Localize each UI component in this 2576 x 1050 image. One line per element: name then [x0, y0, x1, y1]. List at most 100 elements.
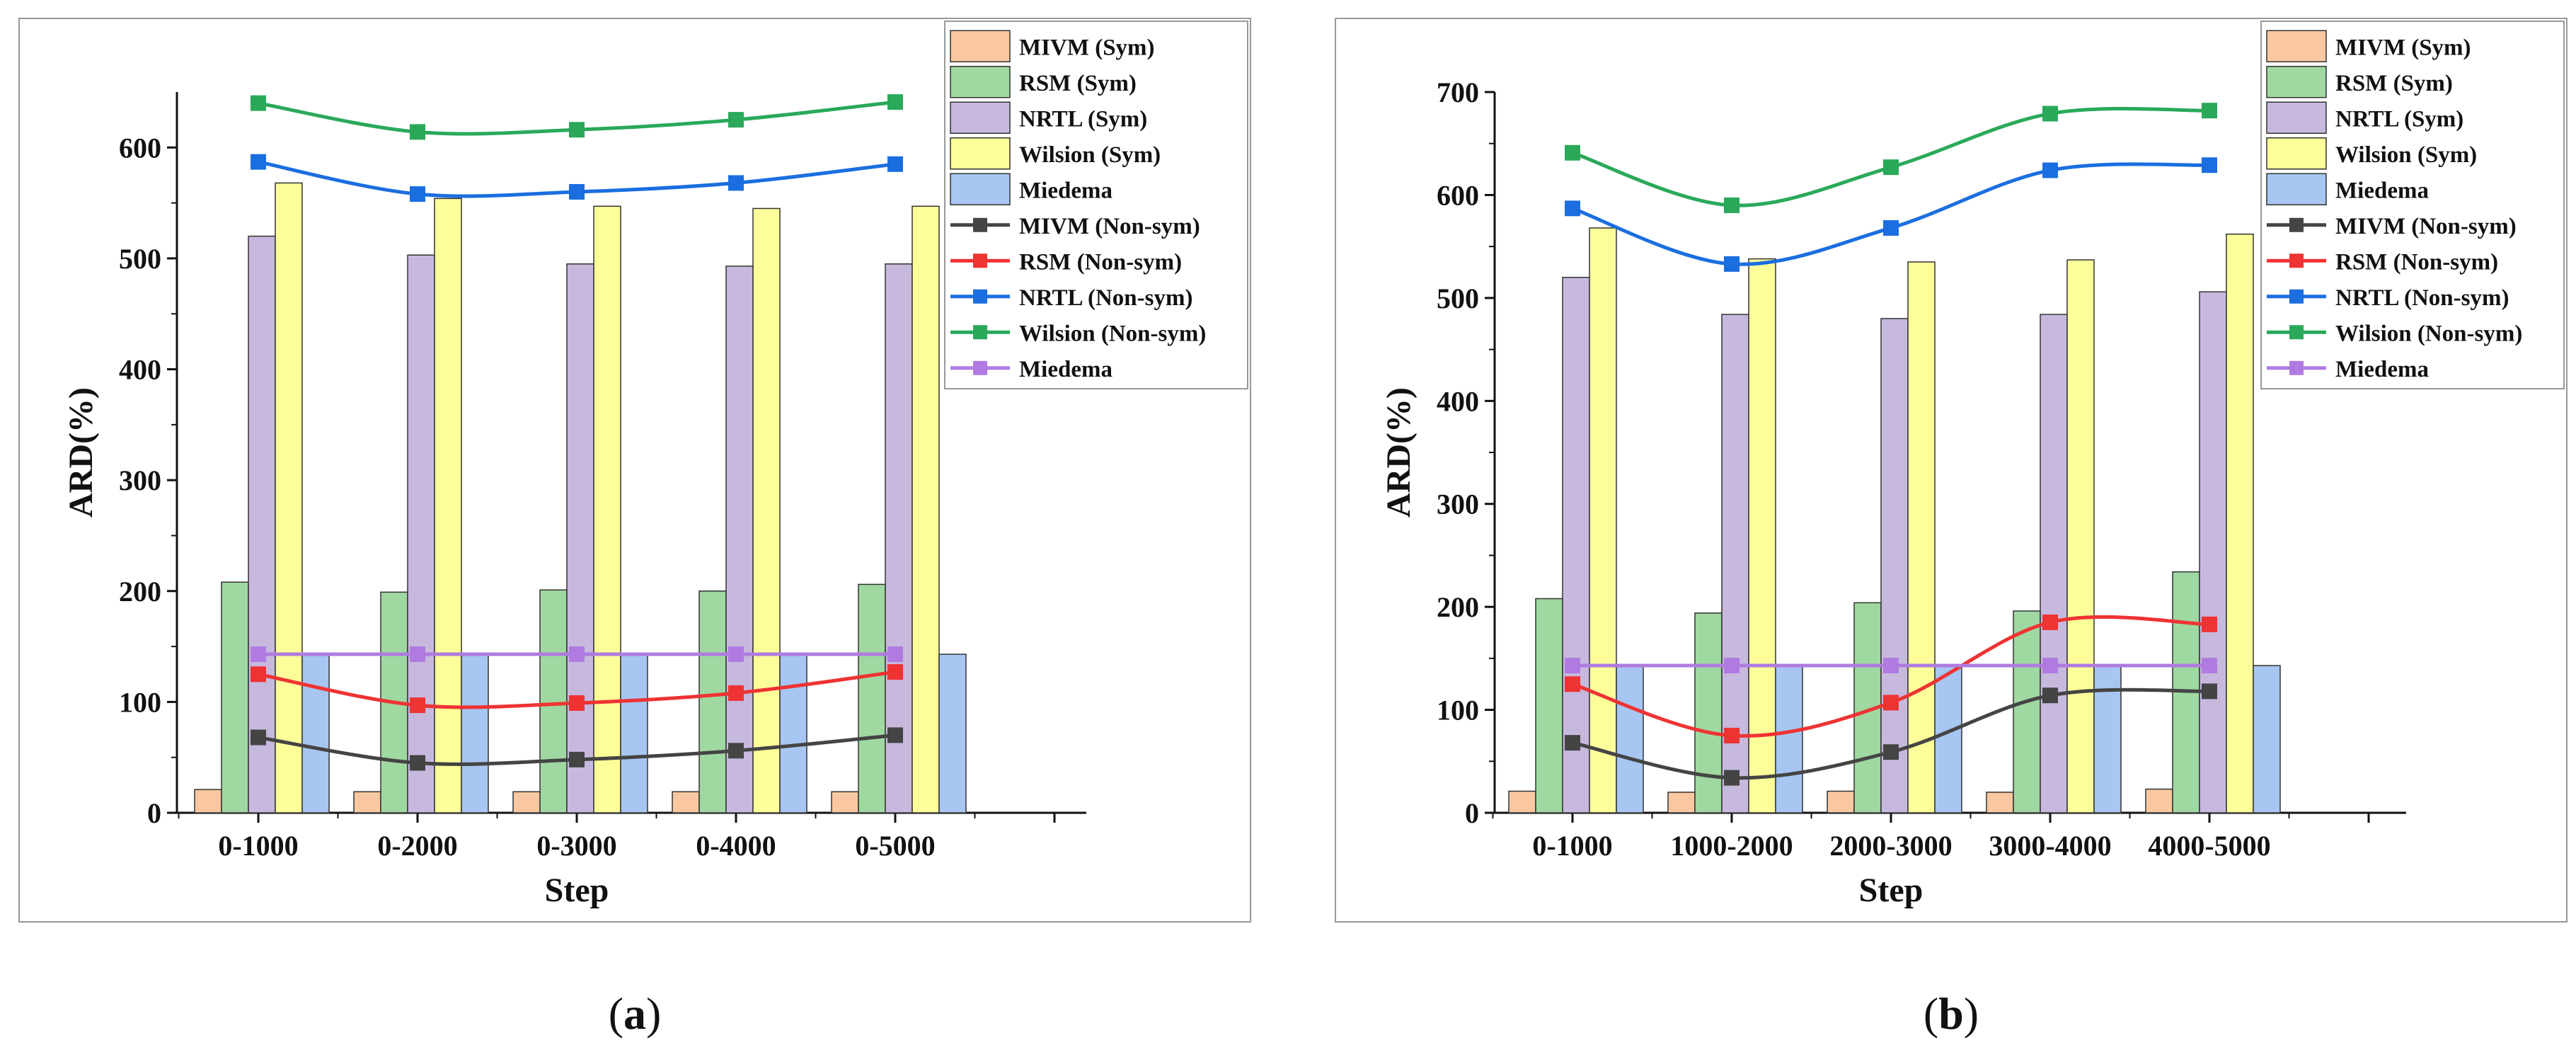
panel-a-frame: [18, 18, 1251, 923]
legend-swatch-miedema: [950, 173, 1011, 205]
legend-label: RSM (Non-sym): [1019, 249, 1182, 275]
point-nrtl-non-sym: [1565, 200, 1580, 217]
point-rsm-non-sym: [2042, 614, 2058, 630]
legend-marker-rsm-non-sym: [973, 253, 987, 268]
bar-mivm-sym: [512, 791, 541, 814]
legend-label: MIVM (Non-sym): [2335, 214, 2517, 239]
x-tick-label: 1000-2000: [1670, 830, 1793, 862]
point-wilsion-non-sym: [410, 124, 425, 140]
legend-label: NRTL (Sym): [1019, 106, 1147, 132]
point-mivm-non-sym: [1565, 735, 1580, 751]
point-mivm-non-sym: [251, 729, 266, 746]
panel-label: (b): [1924, 988, 1979, 1039]
bar-nrtl-sym: [407, 254, 435, 814]
bar-rsm-sym: [221, 581, 249, 814]
bar-wilsion-sym: [1589, 227, 1617, 814]
point-rsm-non-sym: [1724, 727, 1740, 743]
point-miedema: [569, 646, 585, 663]
bar-mivm-sym: [194, 789, 222, 814]
point-rsm-non-sym: [569, 695, 585, 711]
bar-nrtl-sym: [1880, 318, 1909, 814]
bar-wilsion-sym: [752, 207, 781, 814]
y-tick-label: 100: [119, 686, 161, 718]
y-axis-title: ARD(%): [62, 387, 100, 518]
point-miedema: [728, 646, 744, 663]
x-tick-label: 0-1000: [1532, 830, 1612, 862]
bar-nrtl-sym: [1562, 277, 1590, 814]
point-mivm-non-sym: [1883, 744, 1899, 760]
bar-miedema: [461, 654, 489, 814]
bar-nrtl-sym: [885, 263, 913, 814]
bar-miedema: [2253, 665, 2281, 814]
bar-nrtl-sym: [2040, 314, 2068, 814]
point-rsm-non-sym: [728, 685, 744, 701]
legend-label: Wilsion (Sym): [1019, 142, 1161, 168]
legend-label: Wilsion (Non-sym): [2335, 321, 2522, 346]
bar-mivm-sym: [1827, 790, 1855, 814]
bar-mivm-sym: [1667, 792, 1696, 814]
bar-wilsion-sym: [912, 205, 940, 814]
bar-wilsion-sym: [434, 198, 462, 814]
legend-marker-rsm-non-sym: [2289, 253, 2304, 268]
y-tick-label: 500: [1437, 283, 1479, 314]
legend-marker-mivm-non-sym: [2289, 217, 2304, 232]
point-wilsion-non-sym: [728, 112, 744, 128]
point-miedema: [1724, 658, 1740, 674]
legend-label: Wilsion (Non-sym): [1019, 321, 1206, 346]
bar-nrtl-sym: [566, 263, 594, 814]
bar-rsm-sym: [858, 583, 886, 814]
bar-mivm-sym: [2145, 788, 2173, 814]
point-rsm-non-sym: [1565, 676, 1580, 692]
point-wilsion-non-sym: [1883, 159, 1899, 176]
point-wilsion-non-sym: [1565, 144, 1580, 161]
x-tick-label: 0-5000: [855, 830, 935, 862]
legend-label: NRTL (Sym): [2335, 106, 2463, 132]
point-miedema: [1883, 658, 1899, 674]
legend-marker-wilsion-non-sym: [973, 325, 987, 340]
point-mivm-non-sym: [410, 755, 425, 771]
point-rsm-non-sym: [251, 666, 266, 683]
y-axis-title: ARD(%): [1380, 387, 1418, 518]
point-miedema: [410, 646, 425, 663]
bar-mivm-sym: [1508, 790, 1536, 814]
legend-swatch-nrtl-sym: [950, 101, 1011, 134]
point-rsm-non-sym: [410, 697, 425, 714]
bar-miedema: [779, 654, 807, 814]
panel-b-frame: [1335, 18, 2568, 923]
y-tick-label: 300: [1437, 489, 1479, 520]
point-nrtl-non-sym: [2042, 162, 2058, 178]
x-axis-title: Step: [545, 872, 609, 909]
point-nrtl-non-sym: [2202, 157, 2217, 173]
bar-wilsion-sym: [593, 205, 621, 814]
legend-marker-nrtl-non-sym: [973, 289, 987, 304]
y-tick-label: 100: [1437, 695, 1479, 726]
line-nrtl-non-sym: [1572, 162, 2210, 266]
x-tick-label: 0-3000: [536, 830, 616, 862]
bar-rsm-sym: [539, 589, 568, 814]
y-tick-label: 600: [119, 132, 161, 164]
bar-wilsion-sym: [2066, 259, 2095, 814]
y-tick-label: 0: [147, 797, 161, 829]
x-tick-label: 3000-4000: [1989, 830, 2111, 862]
point-wilsion-non-sym: [251, 95, 266, 111]
legend-swatch-mivm-sym: [950, 30, 1011, 62]
point-wilsion-non-sym: [2202, 103, 2217, 119]
x-tick-label: 0-2000: [377, 830, 457, 862]
bar-mivm-sym: [831, 791, 859, 814]
panel-label: (a): [609, 988, 662, 1039]
bar-wilsion-sym: [275, 182, 303, 814]
point-wilsion-non-sym: [569, 122, 585, 138]
point-rsm-non-sym: [887, 664, 903, 680]
point-nrtl-non-sym: [569, 183, 585, 200]
y-tick-label: 200: [119, 576, 161, 607]
bar-miedema: [2093, 665, 2122, 814]
legend-label: Miedema: [2335, 357, 2429, 382]
panel-b: 0 100 200 300 400 500 600 700 0-1000 1000-2000 200…: [1335, 18, 2568, 1039]
point-nrtl-non-sym: [728, 175, 744, 191]
bar-wilsion-sym: [1748, 258, 1776, 814]
legend-marker-nrtl-non-sym: [2289, 289, 2304, 304]
bar-miedema: [301, 654, 330, 814]
legend-label: Wilsion (Sym): [2335, 142, 2477, 168]
point-mivm-non-sym: [2042, 687, 2058, 704]
